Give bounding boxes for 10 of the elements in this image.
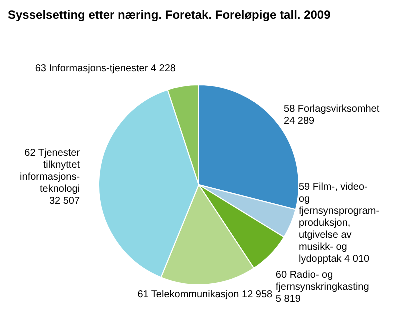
data-label: 32 507 xyxy=(49,196,80,208)
slice-label: 58 Forlagsvirksomhet xyxy=(284,104,380,115)
slice-label: 62 Tjenester tilknyttet informasjons-teknologi xyxy=(20,148,81,196)
slice-label: 59 Film-, video- og fjernsynsprogram-produksjon, utgivelse av musikk- og lydopptak 4 010 xyxy=(298,182,380,266)
data-label: 5 819 xyxy=(276,294,302,306)
slice-label: 60 Radio- og fjernsynskringkasting xyxy=(276,270,370,294)
slice-label: 63 Informasjons-tjenester 4 228 xyxy=(35,63,176,74)
data-label: 24 289 xyxy=(284,116,316,127)
slice-label: 61 Telekommunikasjon 12 958 xyxy=(138,289,274,300)
chart-title: Sysselsetting etter næring. Foretak. Foreløpige tall. 2009 xyxy=(8,8,331,22)
